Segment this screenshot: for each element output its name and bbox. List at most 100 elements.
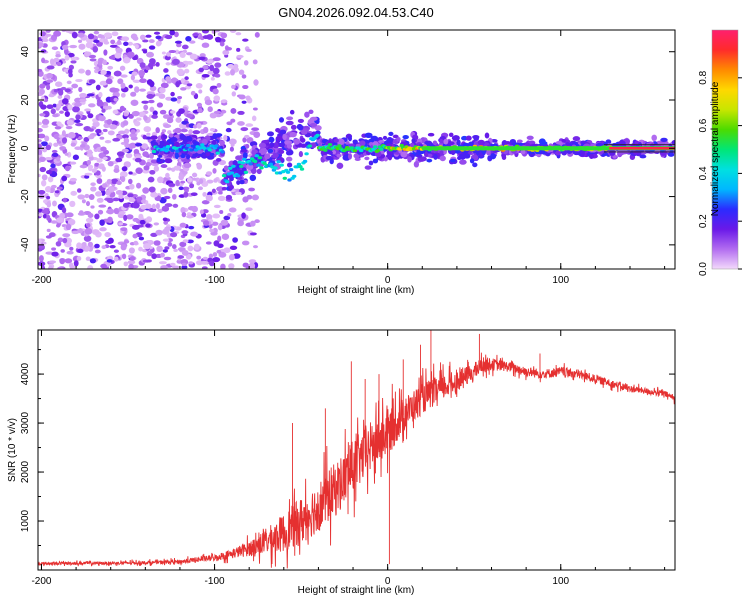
spectrogram-cell bbox=[123, 261, 129, 267]
spectrogram-cell bbox=[96, 197, 104, 203]
spectrogram-cell bbox=[99, 227, 107, 232]
spectrogram-cell bbox=[450, 158, 456, 163]
spectrogram-cell bbox=[268, 136, 275, 143]
spectrogram-cell bbox=[173, 31, 179, 38]
spectrogram-cell bbox=[352, 139, 358, 144]
spectrogram-cell bbox=[64, 110, 70, 118]
spectrogram-cell bbox=[98, 204, 107, 208]
spectrogram-cell bbox=[282, 133, 287, 141]
colorbar: 0.0 0.2 0.4 0.6 0.8 Normalized spectral ampl… bbox=[698, 29, 742, 276]
spectrogram-cell bbox=[135, 167, 143, 174]
spectrogram-cell bbox=[146, 259, 152, 263]
spectrogram-cell bbox=[70, 60, 77, 64]
spectrogram-cell bbox=[223, 215, 231, 221]
spectrogram-cell bbox=[169, 30, 176, 36]
spectrogram-cell bbox=[120, 176, 126, 183]
spectrogram-cell bbox=[128, 263, 134, 269]
spectrogram-cell bbox=[46, 201, 52, 208]
spectrogram-cell bbox=[76, 242, 82, 249]
spectrogram-cell bbox=[127, 260, 136, 265]
spectrogram-cell bbox=[106, 197, 114, 204]
spectrogram-cell bbox=[196, 122, 202, 129]
spectrogram-cell bbox=[40, 141, 48, 147]
spectrogram-cell bbox=[155, 229, 163, 236]
spectrogram-cell bbox=[164, 158, 173, 164]
spectrogram-cell bbox=[138, 213, 144, 220]
spectrogram-cell bbox=[89, 58, 97, 62]
spectrogram-cell bbox=[206, 155, 215, 160]
spectrogram-cell bbox=[250, 167, 257, 175]
spectrogram-cell bbox=[121, 253, 127, 260]
spectrogram-cell bbox=[439, 138, 444, 144]
spectrogram-cell bbox=[111, 120, 119, 126]
spectrogram-cell bbox=[407, 156, 412, 163]
spectrogram-cell bbox=[151, 149, 157, 154]
spectrogram-cell bbox=[215, 157, 222, 162]
spectrogram-cell bbox=[218, 251, 227, 258]
spectrogram-cell bbox=[382, 135, 388, 140]
spectrogram-cell bbox=[134, 86, 140, 93]
spectrogram-cell bbox=[617, 149, 625, 156]
spectrogram-cell bbox=[165, 76, 172, 82]
spectrogram-cell bbox=[59, 258, 65, 265]
spectrogram-cell bbox=[300, 137, 306, 143]
spectrogram-cell bbox=[55, 53, 61, 58]
spectrogram-cell bbox=[170, 232, 178, 238]
spectrogram-cell bbox=[426, 158, 433, 163]
spectrogram-cell bbox=[113, 70, 122, 77]
spectrogram-cell bbox=[61, 44, 69, 50]
spectrogram-cell bbox=[242, 137, 247, 143]
spectrogram-cell bbox=[156, 102, 164, 108]
spectrogram-cell bbox=[41, 118, 50, 126]
spectrogram-cell bbox=[38, 149, 43, 156]
spectrogram-cell bbox=[140, 204, 148, 210]
spectrogram-cell bbox=[235, 169, 242, 174]
spectrogram-cell bbox=[111, 31, 119, 37]
spectrogram-cell bbox=[38, 133, 46, 139]
snr-frame bbox=[37, 329, 676, 571]
spectrogram-cell bbox=[195, 260, 203, 266]
snr-y-label: SNR (10 * v/v) bbox=[7, 418, 18, 482]
spectrogram-cell bbox=[158, 261, 167, 265]
spectrogram-cell bbox=[167, 242, 173, 247]
spectrogram-cell bbox=[396, 136, 401, 142]
snr-y-tick-label: 1000 bbox=[20, 509, 31, 532]
spectrogram-cell bbox=[56, 140, 62, 144]
chart-title: GN04.2026.092.04.53.C40 bbox=[278, 5, 433, 20]
spectrogram-cell bbox=[282, 176, 287, 180]
spectrogram-cell bbox=[67, 52, 75, 58]
spectrogram-cell bbox=[224, 71, 231, 76]
spectrogram-cell bbox=[242, 38, 249, 42]
spectrogram-cell bbox=[113, 256, 119, 262]
spectrogram-cell bbox=[105, 239, 113, 244]
spectrogram-cell bbox=[123, 239, 130, 244]
spectrogram-cell bbox=[262, 139, 269, 144]
spectrogram-cell bbox=[201, 30, 210, 34]
snr-x-tick-label: -100 bbox=[205, 576, 225, 587]
spectrogram-cell bbox=[90, 186, 97, 192]
spectrogram-cell bbox=[97, 59, 103, 66]
spectrogram-cell bbox=[201, 42, 210, 48]
spectrogram-cell bbox=[62, 237, 68, 244]
spectrogram-cell bbox=[238, 94, 246, 100]
spectrogram-cell bbox=[181, 135, 187, 141]
spectrogram-cell bbox=[148, 186, 156, 193]
spectrogram-y-tick-label: -40 bbox=[20, 237, 31, 252]
spectrogram-cell bbox=[245, 95, 251, 101]
spectrogram-cell bbox=[229, 171, 235, 175]
spectrogram-cell bbox=[142, 187, 150, 194]
spectrogram-cell bbox=[639, 154, 647, 159]
spectrogram-cell bbox=[166, 167, 172, 171]
spectrogram-cell bbox=[112, 109, 119, 115]
spectrogram-cell bbox=[148, 39, 155, 44]
spectrogram-cell bbox=[228, 207, 237, 213]
spectrogram-cell bbox=[91, 229, 100, 235]
spectrogram-cell bbox=[188, 129, 193, 135]
spectrogram-cell bbox=[108, 186, 115, 193]
spectrogram-cell bbox=[201, 266, 208, 269]
spectrogram-cell bbox=[228, 253, 235, 261]
spectrogram-cell bbox=[88, 194, 95, 200]
spectrogram-cell bbox=[92, 121, 100, 128]
spectrogram-cell bbox=[85, 201, 91, 207]
spectrogram-cell bbox=[91, 168, 97, 173]
